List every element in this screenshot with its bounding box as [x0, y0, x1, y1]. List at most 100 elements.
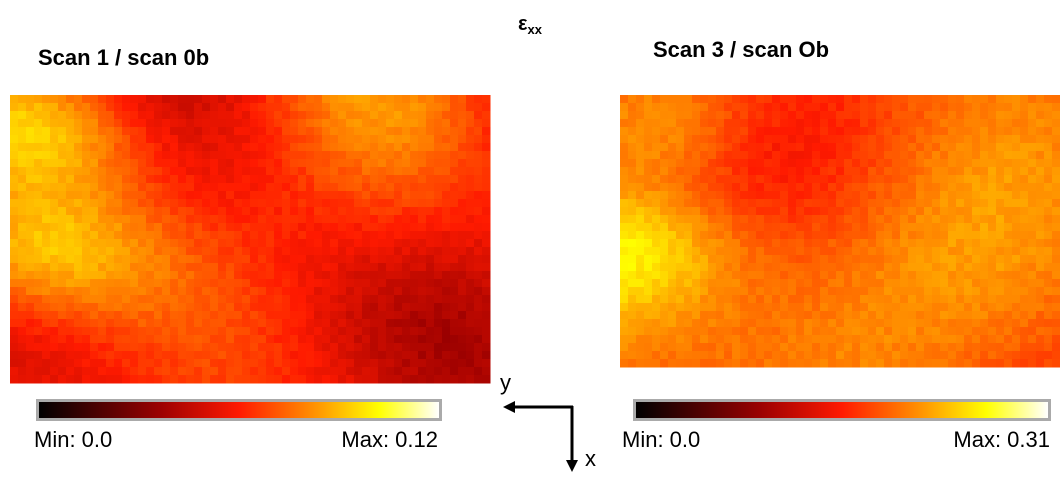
heatmap-cell	[322, 287, 331, 296]
heatmap-cell	[338, 295, 347, 304]
heatmap-cell	[362, 231, 371, 240]
heatmap-cell	[684, 303, 693, 312]
heatmap-cell	[194, 279, 203, 288]
heatmap-cell	[972, 111, 981, 120]
heatmap-cell	[66, 207, 75, 216]
heatmap-cell	[426, 303, 435, 312]
heatmap-cell	[1028, 135, 1037, 144]
heatmap-cell	[74, 223, 83, 232]
heatmap-cell	[202, 335, 211, 344]
heatmap-cell	[1012, 343, 1021, 352]
heatmap-cell	[724, 279, 733, 288]
heatmap-cell	[442, 239, 451, 248]
heatmap-cell	[964, 311, 973, 320]
heatmap-cell	[106, 151, 115, 160]
heatmap-cell	[860, 303, 869, 312]
heatmap-cell	[170, 239, 179, 248]
heatmap-cell	[394, 311, 403, 320]
heatmap-cell	[114, 167, 123, 176]
heatmap-cell	[924, 279, 933, 288]
heatmap-cell	[466, 127, 475, 136]
heatmap-cell	[804, 351, 813, 360]
heatmap-cell	[868, 207, 877, 216]
heatmap-cell	[210, 167, 219, 176]
heatmap-cell	[804, 359, 813, 368]
heatmap-cell	[362, 143, 371, 152]
heatmap-cell	[90, 111, 99, 120]
heatmap-cell	[42, 175, 51, 184]
heatmap-cell	[780, 119, 789, 128]
heatmap-cell	[418, 279, 427, 288]
heatmap-cell	[90, 119, 99, 128]
heatmap-cell	[234, 183, 243, 192]
heatmap-cell	[740, 263, 749, 272]
heatmap-cell	[972, 231, 981, 240]
heatmap-cell	[764, 231, 773, 240]
heatmap-cell	[884, 127, 893, 136]
heatmap-cell	[82, 223, 91, 232]
heatmap-cell	[138, 167, 147, 176]
heatmap-cell	[1012, 247, 1021, 256]
heatmap-cell	[210, 151, 219, 160]
heatmap-cell	[676, 151, 685, 160]
heatmap-cell	[732, 343, 741, 352]
heatmap-cell	[362, 223, 371, 232]
heatmap-cell	[764, 103, 773, 112]
heatmap-cell	[466, 199, 475, 208]
heatmap-cell	[394, 183, 403, 192]
heatmap-cell	[1012, 103, 1021, 112]
heatmap-cell	[964, 239, 973, 248]
heatmap-cell	[804, 151, 813, 160]
heatmap-cell	[644, 303, 653, 312]
heatmap-cell	[258, 151, 267, 160]
heatmap-cell	[474, 247, 483, 256]
heatmap-cell	[668, 215, 677, 224]
heatmap-cell	[402, 215, 411, 224]
heatmap-cell	[122, 215, 131, 224]
heatmap-cell	[780, 255, 789, 264]
heatmap-cell	[988, 119, 997, 128]
heatmap-cell	[346, 95, 355, 104]
heatmap-cell	[154, 119, 163, 128]
heatmap-cell	[322, 327, 331, 336]
heatmap-cell	[684, 239, 693, 248]
heatmap-cell	[692, 183, 701, 192]
heatmap-cell	[708, 95, 717, 104]
heatmap-cell	[820, 135, 829, 144]
heatmap-cell	[956, 103, 965, 112]
heatmap-cell	[684, 263, 693, 272]
heatmap-cell	[26, 239, 35, 248]
heatmap-cell	[988, 239, 997, 248]
heatmap-cell	[996, 95, 1005, 104]
heatmap-cell	[788, 319, 797, 328]
heatmap-cell	[892, 95, 901, 104]
heatmap-cell	[114, 295, 123, 304]
heatmap-cell	[386, 167, 395, 176]
heatmap-cell	[210, 247, 219, 256]
heatmap-cell	[724, 135, 733, 144]
heatmap-cell	[636, 199, 645, 208]
heatmap-cell	[844, 175, 853, 184]
heatmap-cell	[170, 231, 179, 240]
heatmap-cell	[258, 167, 267, 176]
heatmap-cell	[692, 271, 701, 280]
heatmap-cell	[226, 319, 235, 328]
heatmap-cell	[684, 111, 693, 120]
heatmap-cell	[122, 111, 131, 120]
heatmap-cell	[474, 143, 483, 152]
heatmap-cell	[964, 223, 973, 232]
heatmap-cell	[692, 127, 701, 136]
heatmap-cell	[266, 239, 275, 248]
heatmap-cell	[956, 111, 965, 120]
heatmap-cell	[162, 343, 171, 352]
heatmap-cell	[210, 111, 219, 120]
heatmap-cell	[50, 367, 59, 376]
heatmap-cell	[956, 287, 965, 296]
heatmap-cell	[218, 143, 227, 152]
heatmap-cell	[924, 335, 933, 344]
heatmap-cell	[338, 311, 347, 320]
heatmap-cell	[652, 119, 661, 128]
heatmap-cell	[202, 199, 211, 208]
heatmap-cell	[50, 215, 59, 224]
heatmap-cell	[434, 151, 443, 160]
